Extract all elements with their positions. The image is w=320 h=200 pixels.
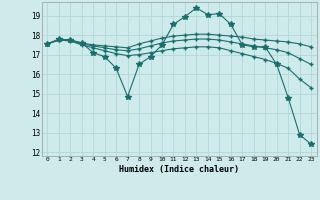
X-axis label: Humidex (Indice chaleur): Humidex (Indice chaleur)	[119, 165, 239, 174]
